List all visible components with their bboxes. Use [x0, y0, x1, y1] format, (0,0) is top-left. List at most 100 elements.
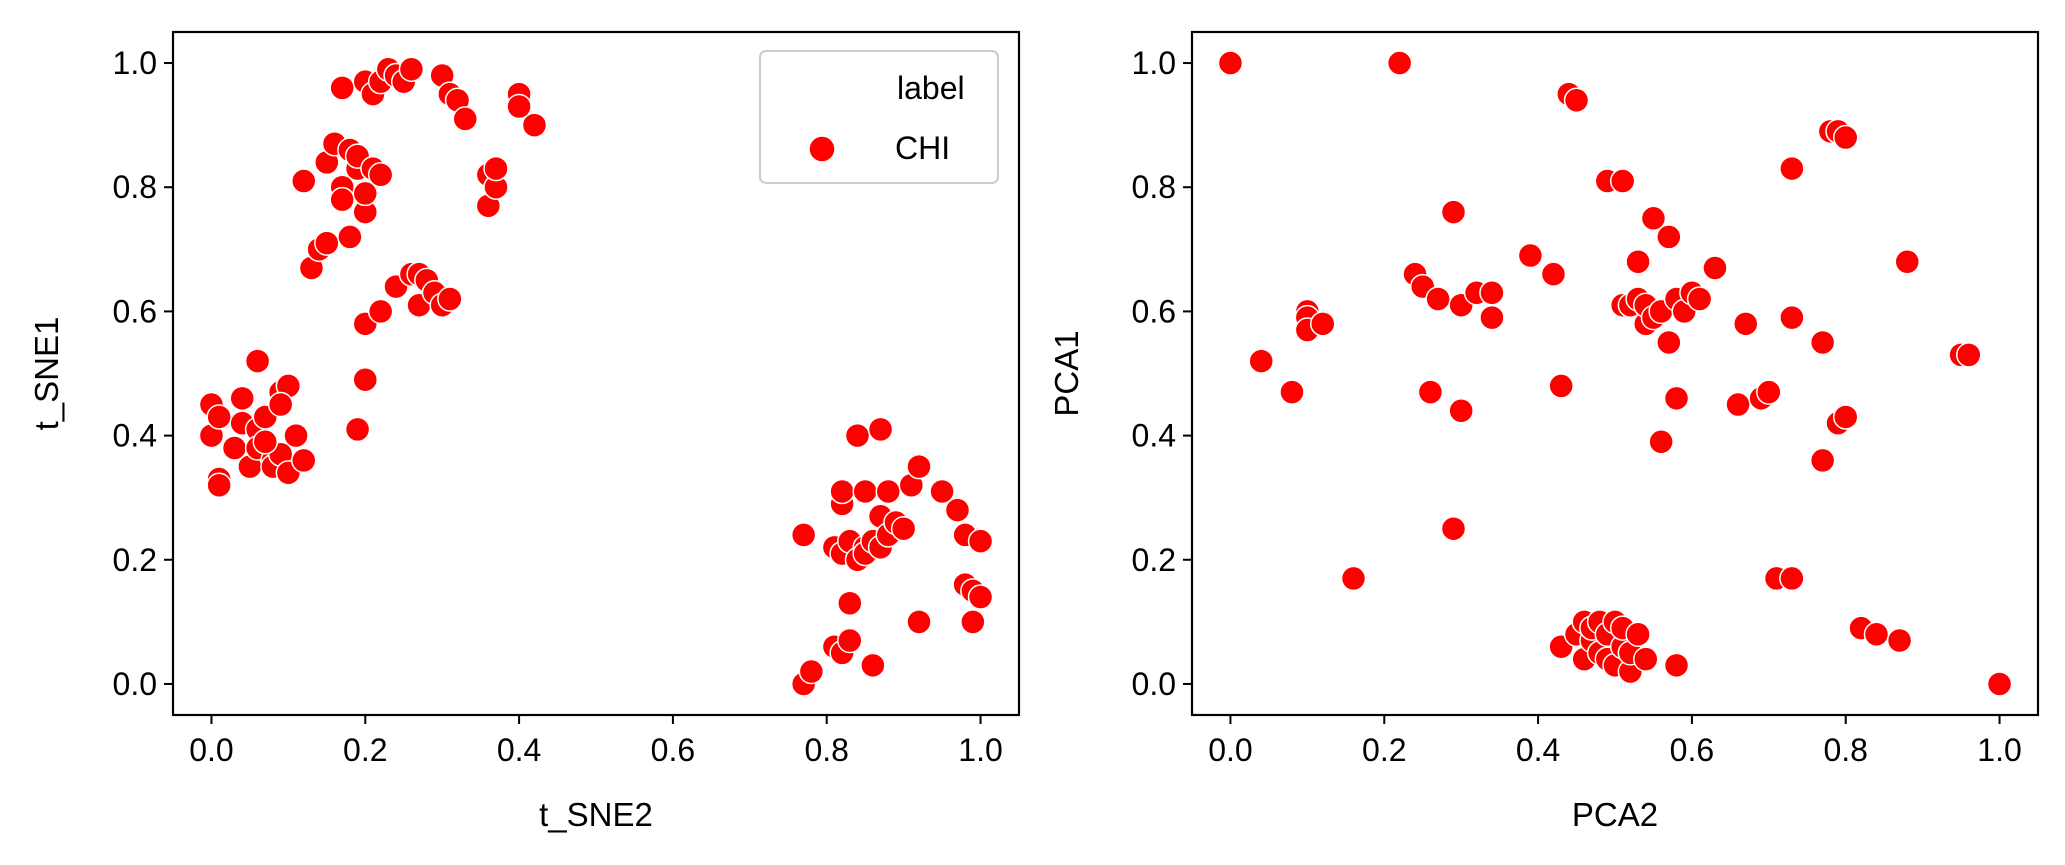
- tsne-point: [329, 75, 355, 101]
- pca-y-tick-label: 0.8: [1132, 169, 1176, 205]
- pca-y-tick-label: 0.4: [1132, 418, 1176, 454]
- pca-y-tick-label: 0.0: [1132, 666, 1176, 702]
- tsne-point: [790, 522, 817, 548]
- tsne-point: [867, 416, 894, 443]
- tsne-point: [329, 186, 355, 213]
- pca-point: [1863, 621, 1890, 648]
- tsne-point: [206, 404, 232, 430]
- tsne-point: [252, 429, 279, 455]
- pca-point: [1956, 342, 1982, 368]
- pca-point: [1633, 646, 1659, 672]
- pca-point: [1248, 348, 1274, 374]
- tsne-point: [229, 385, 255, 412]
- tsne-point: [437, 286, 463, 312]
- pca-panel: 0.0 0.2 0.4 0.6 0.8 1.0 0.0 0.2 0.4 0.6 0.8 1.0 PCA…: [1048, 30, 2040, 833]
- pca-x-tick-label: 0.2: [1362, 732, 1406, 768]
- pca-point: [1656, 329, 1682, 356]
- tsne-x-tick-label: 0.2: [343, 732, 387, 768]
- tsne-point: [206, 472, 232, 499]
- pca-point: [1663, 385, 1690, 412]
- tsne-panel: 0.0 0.2 0.4 0.6 0.8 1.0 0.0 0.2 0.4 0.6 0.8 1.0 t_S…: [28, 30, 1021, 833]
- legend-title: label: [897, 70, 965, 106]
- tsne-point: [967, 584, 994, 610]
- pca-point: [1479, 280, 1505, 306]
- tsne-point: [337, 224, 363, 250]
- pca-point: [1756, 379, 1782, 405]
- pca-point: [1279, 379, 1305, 405]
- pca-point: [1440, 199, 1467, 225]
- pca-point: [1640, 205, 1667, 232]
- pca-x-tick-label: 0.6: [1670, 732, 1714, 768]
- tsne-point: [367, 162, 394, 188]
- pca-axes-frame: [1190, 30, 2040, 717]
- pca-point: [1479, 304, 1505, 331]
- pca-point: [1440, 515, 1467, 542]
- pca-point: [1809, 447, 1836, 474]
- tsne-y-tick-label: 0.6: [113, 293, 157, 329]
- tsne-point: [829, 478, 855, 505]
- tsne-points: [198, 56, 994, 697]
- pca-point: [1725, 391, 1751, 418]
- pca-point: [1732, 311, 1759, 337]
- pca-point: [1702, 255, 1728, 281]
- tsne-x-tick-label: 0.4: [497, 732, 541, 768]
- tsne-point: [344, 416, 371, 443]
- pca-point: [1386, 50, 1413, 76]
- pca-point: [1832, 404, 1859, 430]
- pca-point: [1625, 248, 1651, 275]
- pca-point: [1540, 261, 1567, 287]
- tsne-point: [290, 168, 317, 194]
- pca-point: [1517, 242, 1544, 269]
- tsne-point: [290, 447, 317, 474]
- tsne-point: [352, 180, 379, 207]
- tsne-point: [314, 230, 340, 256]
- pca-point: [1656, 224, 1682, 250]
- pca-point: [1309, 311, 1336, 337]
- tsne-point: [906, 609, 932, 635]
- pca-y-tick-label: 0.2: [1132, 542, 1176, 578]
- tsne-point: [283, 422, 309, 449]
- tsne-x-tick-label: 0.6: [651, 732, 695, 768]
- legend-marker-chi: [808, 135, 836, 163]
- pca-point: [1686, 286, 1713, 312]
- pca-point: [1548, 373, 1574, 399]
- tsne-point: [852, 478, 878, 505]
- tsne-point: [837, 590, 863, 616]
- pca-point: [1425, 286, 1451, 312]
- pca-x-tick-label: 0.0: [1208, 732, 1252, 768]
- tsne-point: [944, 497, 971, 523]
- pca-point: [1417, 379, 1444, 405]
- pca-point: [1779, 155, 1805, 182]
- pca-point: [1779, 304, 1805, 331]
- legend: label CHI: [759, 50, 999, 184]
- pca-point: [1217, 50, 1244, 76]
- tsne-point: [906, 453, 932, 480]
- tsne-x-axis-label: t_SNE2: [539, 796, 653, 833]
- tsne-y-tick-label: 0.8: [113, 169, 157, 205]
- tsne-x-tick-label: 0.8: [804, 732, 848, 768]
- tsne-y-tick-label: 0.0: [113, 666, 157, 702]
- tsne-point: [483, 155, 509, 182]
- pca-ticks: 0.0 0.2 0.4 0.6 0.8 1.0 0.0 0.2 0.4 0.6 0.8 1.0: [1132, 45, 2022, 768]
- tsne-point: [890, 515, 917, 542]
- pca-point: [1779, 565, 1805, 592]
- tsne-point: [267, 391, 294, 418]
- pca-x-tick-label: 0.8: [1823, 732, 1867, 768]
- pca-point: [1448, 398, 1474, 424]
- tsne-point: [837, 627, 863, 654]
- tsne-y-tick-label: 0.2: [113, 542, 157, 578]
- tsne-point: [967, 528, 994, 554]
- tsne-x-tick-label: 0.0: [189, 732, 233, 768]
- tsne-point: [960, 609, 986, 635]
- legend-entry-chi: CHI: [895, 130, 950, 166]
- pca-y-axis-label: PCA1: [1048, 330, 1085, 416]
- tsne-point: [844, 422, 871, 449]
- pca-y-tick-label: 1.0: [1132, 45, 1176, 81]
- pca-y-tick-label: 0.6: [1132, 293, 1176, 329]
- pca-point: [1986, 671, 2013, 697]
- tsne-point: [929, 478, 955, 505]
- tsne-ticks: 0.0 0.2 0.4 0.6 0.8 1.0 0.0 0.2 0.4 0.6 0.8 1.0: [113, 45, 1003, 768]
- tsne-point: [798, 658, 825, 685]
- tsne-point: [367, 298, 394, 325]
